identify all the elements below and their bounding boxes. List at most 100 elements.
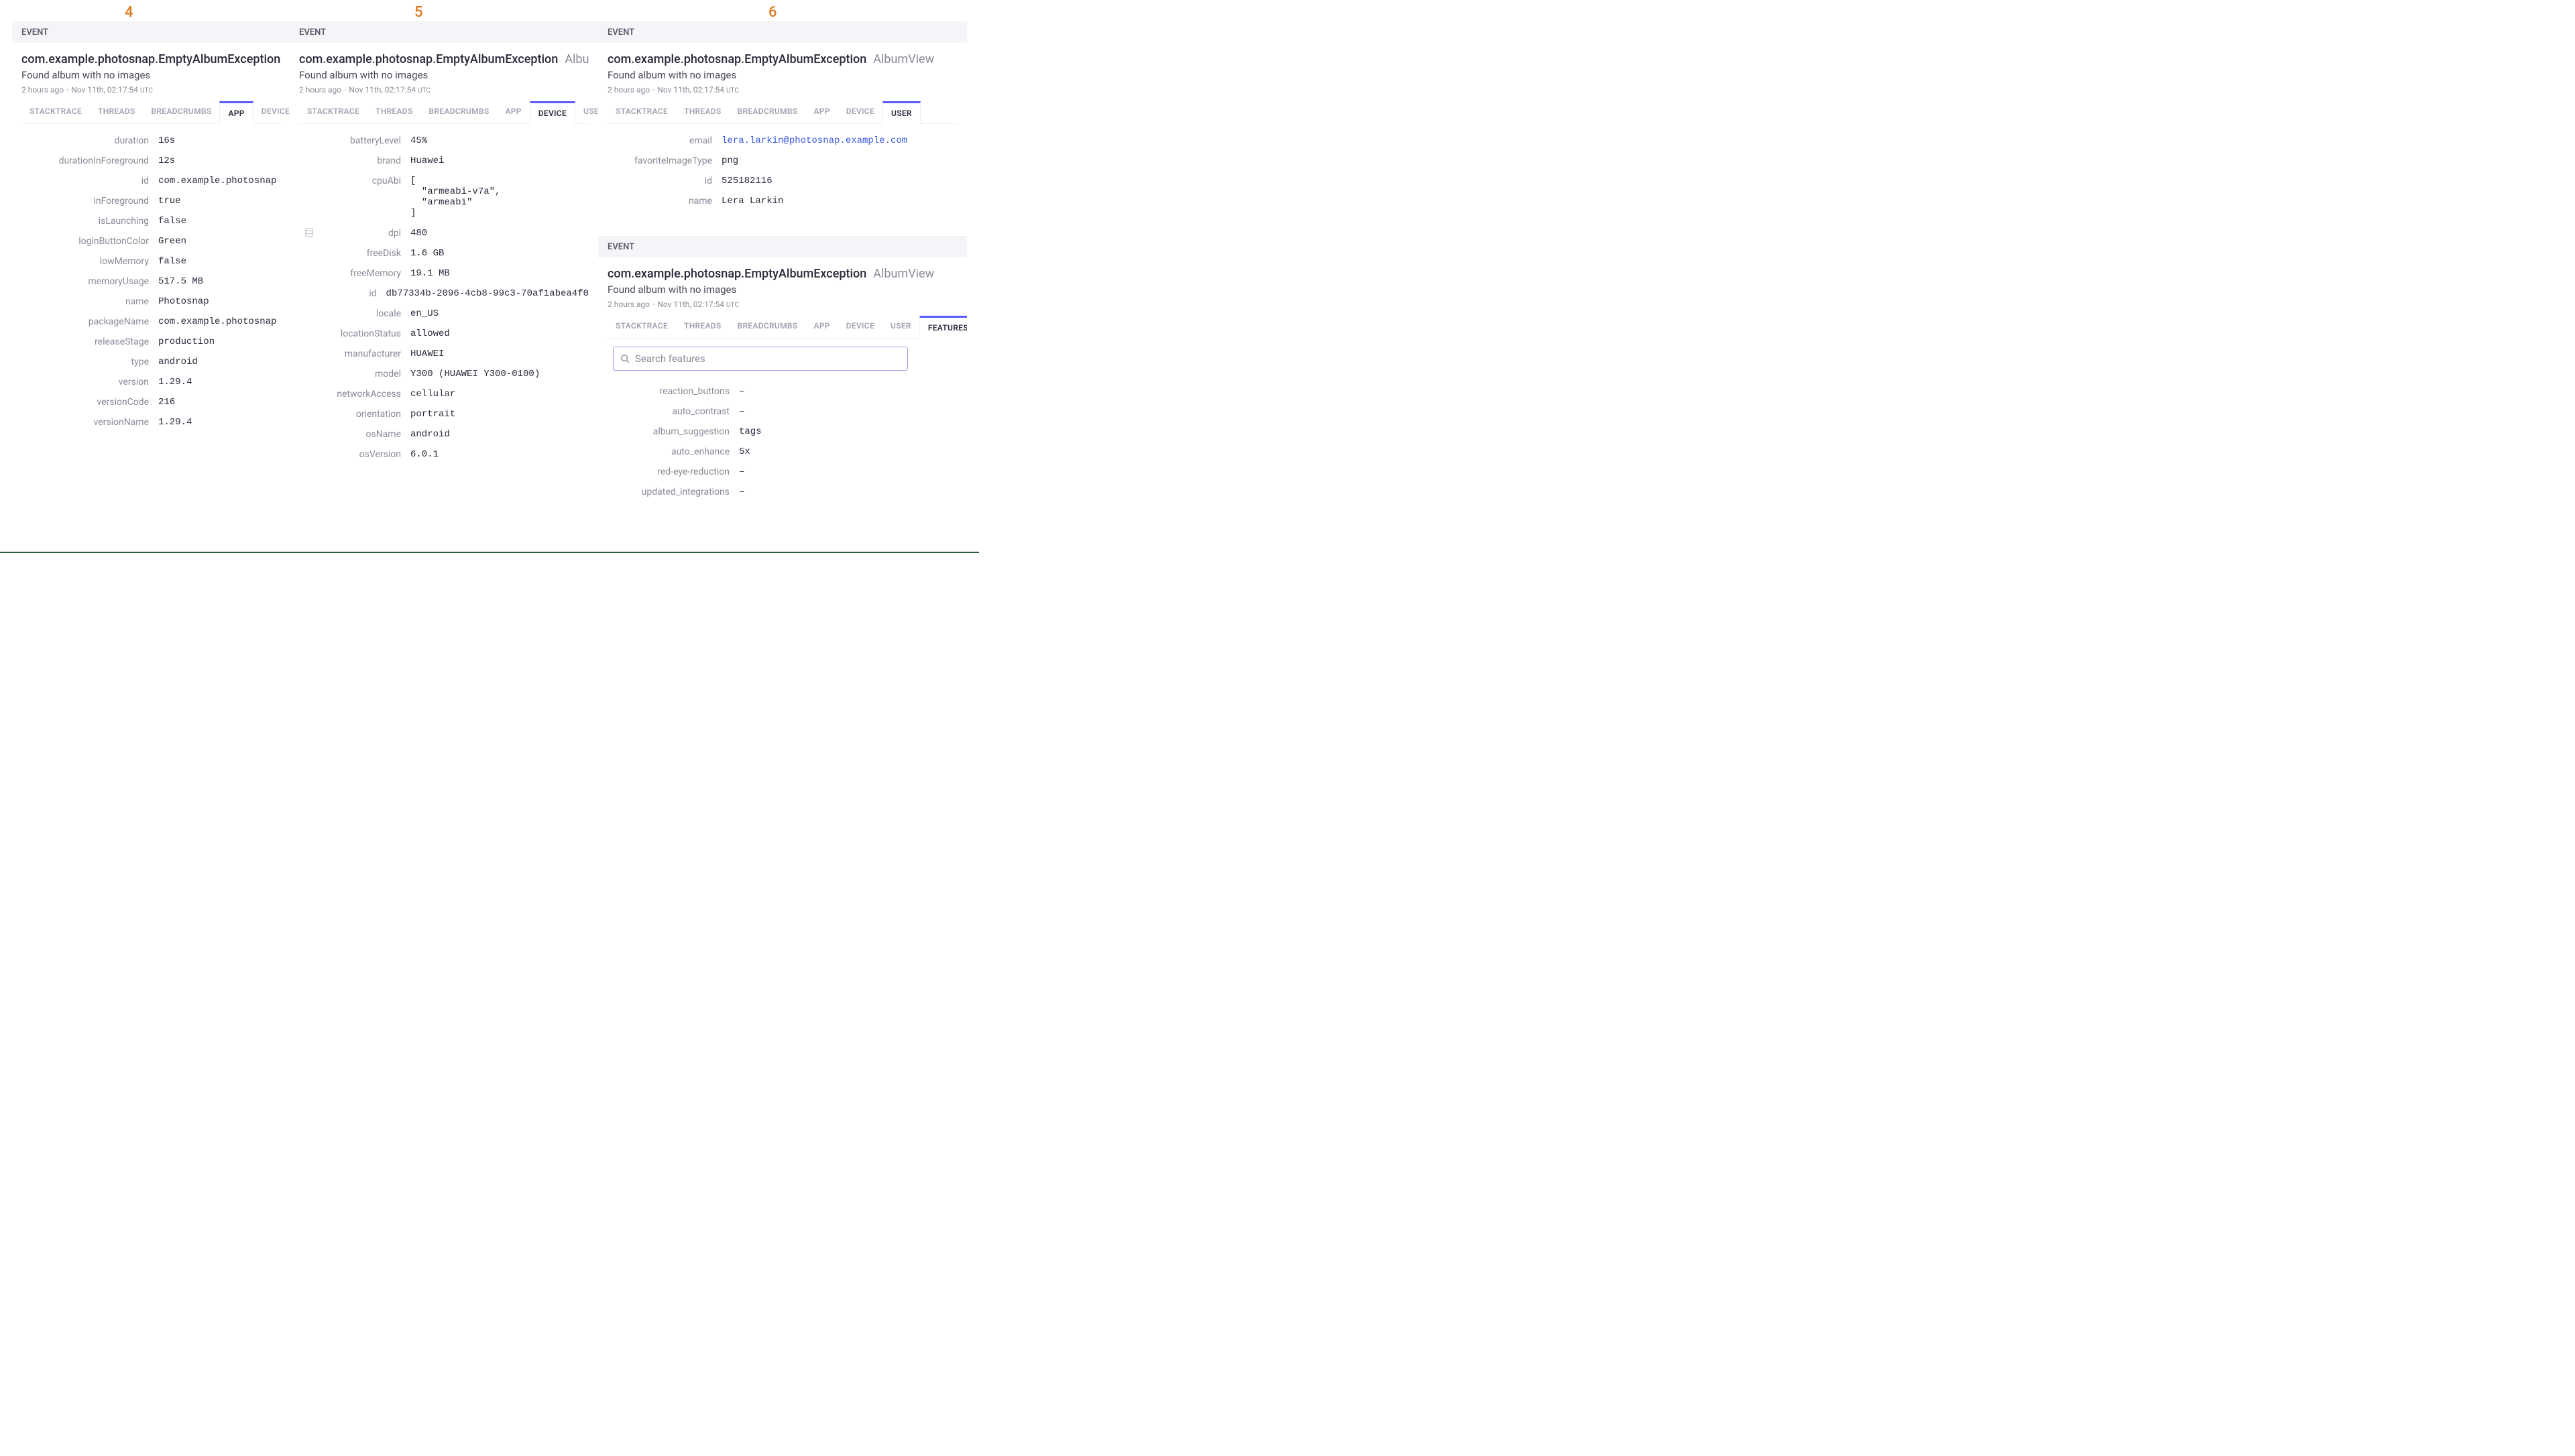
- tab-stacktrace[interactable]: STACKTRACE: [608, 316, 676, 338]
- tab-breadcrumbs[interactable]: BREADCRUMBS: [144, 101, 220, 123]
- val-loginButtonColor: Green: [158, 236, 280, 247]
- key-reaction_buttons: reaction_buttons: [608, 386, 739, 397]
- timestamp: 2 hours ago·Nov 11th, 02:17:54 UTC: [21, 85, 280, 95]
- tab-device[interactable]: DEVICE: [838, 316, 882, 338]
- exception-context: AlbumView: [873, 267, 934, 281]
- tab-app[interactable]: APP: [219, 101, 253, 124]
- key-batteryLevel: batteryLevel: [299, 135, 410, 146]
- key-osVersion: osVersion: [299, 449, 410, 460]
- tab-device[interactable]: DEVICE: [838, 101, 882, 123]
- kv-list-features: reaction_buttons– auto_contrast– album_s…: [608, 375, 958, 502]
- val-model: Y300 (HUAWEI Y300-0100): [410, 369, 589, 379]
- val-orientation: portrait: [410, 409, 589, 420]
- key-red-eye-reduction: red-eye-reduction: [608, 467, 739, 477]
- key-email: email: [608, 135, 722, 146]
- val-name: Lera Larkin: [722, 196, 958, 206]
- annotation-6: 6: [768, 4, 777, 21]
- key-type: type: [21, 357, 158, 367]
- key-model: model: [299, 369, 410, 379]
- val-reaction_buttons: –: [739, 386, 958, 397]
- kv-list-user: emaillera.larkin@photosnap.example.com f…: [608, 124, 958, 211]
- event-header: EVENT: [598, 236, 967, 257]
- tab-breadcrumbs[interactable]: BREADCRUMBS: [730, 316, 806, 338]
- val-favoriteImageType: png: [722, 156, 958, 166]
- key-networkAccess: networkAccess: [299, 389, 410, 400]
- val-auto_contrast: –: [739, 406, 958, 417]
- val-id: db77334b-2096-4cb8-99c3-70af1abea4f0: [386, 288, 589, 299]
- tab-user[interactable]: USER: [575, 101, 598, 123]
- exception-name: com.example.photosnap.EmptyAlbumExceptio…: [608, 52, 866, 66]
- val-memoryUsage: 517.5 MB: [158, 276, 280, 287]
- key-id: id: [608, 176, 722, 186]
- val-dpi: 480: [410, 228, 589, 239]
- val-osVersion: 6.0.1: [410, 449, 589, 460]
- key-memoryUsage: memoryUsage: [21, 276, 158, 287]
- val-type: android: [158, 357, 280, 367]
- val-auto_enhance: 5x: [739, 446, 958, 457]
- tab-stacktrace[interactable]: STACKTRACE: [21, 101, 90, 123]
- key-freeDisk: freeDisk: [299, 248, 410, 259]
- key-favoriteImageType: favoriteImageType: [608, 156, 722, 166]
- val-locationStatus: allowed: [410, 328, 589, 339]
- search-icon: [620, 354, 630, 363]
- val-locale: en_US: [410, 308, 589, 319]
- tab-app[interactable]: APP: [805, 316, 838, 338]
- tab-threads[interactable]: THREADS: [676, 101, 730, 123]
- key-auto_contrast: auto_contrast: [608, 406, 739, 417]
- search-features-input[interactable]: Search features: [613, 347, 908, 371]
- tab-breadcrumbs[interactable]: BREADCRUMBS: [730, 101, 806, 123]
- key-loginButtonColor: loginButtonColor: [21, 236, 158, 247]
- key-releaseStage: releaseStage: [21, 337, 158, 347]
- key-id: id: [299, 288, 386, 299]
- tab-user[interactable]: USER: [882, 101, 921, 124]
- key-cpuAbi: cpuAbi: [299, 176, 410, 186]
- exception-name: com.example.photosnap.EmptyAlbumExceptio…: [299, 52, 558, 66]
- tab-user[interactable]: USER: [882, 316, 919, 338]
- val-email[interactable]: lera.larkin@photosnap.example.com: [722, 135, 958, 146]
- exception-message: Found album with no images: [608, 284, 958, 296]
- tabs: STACKTRACE THREADS BREADCRUMBS APP DEVIC…: [608, 101, 958, 124]
- key-duration: duration: [21, 135, 158, 146]
- annotation-numbers: 4 5 6 7: [0, 4, 979, 20]
- key-auto_enhance: auto_enhance: [608, 446, 739, 457]
- exception-message: Found album with no images: [608, 69, 958, 81]
- val-id: com.example.photosnap: [158, 176, 280, 186]
- val-lowMemory: false: [158, 256, 280, 267]
- tab-features[interactable]: FEATURES: [919, 316, 967, 339]
- panel-features: EVENT com.example.photosnap.EmptyAlbumEx…: [598, 236, 967, 546]
- panel-user: EVENT com.example.photosnap.EmptyAlbumEx…: [598, 21, 967, 236]
- tab-device[interactable]: DEVICE: [253, 101, 290, 123]
- tab-stacktrace[interactable]: STACKTRACE: [299, 101, 367, 123]
- val-inForeground: true: [158, 196, 280, 206]
- val-durationInForeground: 12s: [158, 156, 280, 166]
- val-versionCode: 216: [158, 397, 280, 408]
- key-locale: locale: [299, 308, 410, 319]
- key-lowMemory: lowMemory: [21, 256, 158, 267]
- val-networkAccess: cellular: [410, 389, 589, 400]
- key-id: id: [21, 176, 158, 186]
- tab-breadcrumbs[interactable]: BREADCRUMBS: [421, 101, 498, 123]
- val-album_suggestion: tags: [739, 426, 958, 437]
- annotation-4: 4: [125, 4, 133, 21]
- val-cpuAbi: [ "armeabi-v7a", "armeabi" ]: [410, 176, 589, 219]
- timestamp: 2 hours ago·Nov 11th, 02:17:54 UTC: [299, 85, 589, 95]
- tab-app[interactable]: APP: [805, 101, 838, 123]
- exception-message: Found album with no images: [299, 69, 589, 81]
- val-freeMemory: 19.1 MB: [410, 268, 589, 279]
- key-version: version: [21, 377, 158, 387]
- tab-device[interactable]: DEVICE: [530, 101, 575, 124]
- timestamp: 2 hours ago·Nov 11th, 02:17:54 UTC: [608, 85, 958, 95]
- tab-threads[interactable]: THREADS: [367, 101, 421, 123]
- tab-stacktrace[interactable]: STACKTRACE: [608, 101, 676, 123]
- tab-threads[interactable]: THREADS: [676, 316, 730, 338]
- search-placeholder: Search features: [635, 353, 705, 365]
- val-batteryLevel: 45%: [410, 135, 589, 146]
- tabs: STACKTRACE THREADS BREADCRUMBS APP DEVIC…: [299, 101, 589, 124]
- tabs: STACKTRACE THREADS BREADCRUMBS APP DEVIC…: [608, 316, 958, 339]
- key-inForeground: inForeground: [21, 196, 158, 206]
- tab-threads[interactable]: THREADS: [90, 101, 144, 123]
- val-manufacturer: HUAWEI: [410, 349, 589, 359]
- key-name: name: [608, 196, 722, 206]
- key-locationStatus: locationStatus: [299, 328, 410, 339]
- tab-app[interactable]: APP: [497, 101, 529, 123]
